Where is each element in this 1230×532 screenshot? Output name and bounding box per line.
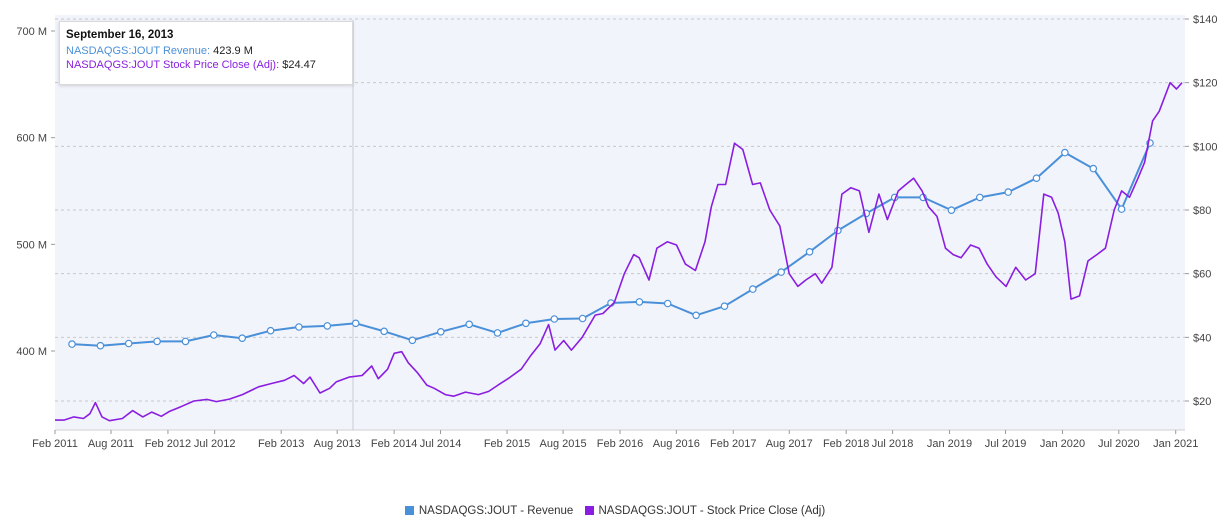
tooltip-revenue-label: NASDAQGS:JOUT Revenue [66,45,208,57]
x-tick-label: Feb 2017 [710,438,756,450]
revenue-point [805,248,814,256]
legend-item-price[interactable]: NASDAQGS:JOUT - Stock Price Close (Adj) [584,505,826,517]
revenue-point [692,311,700,320]
revenue-point [238,334,247,343]
revenue-point [975,193,984,202]
revenue-point [181,337,190,346]
x-tick-label: Aug 2013 [314,438,361,450]
price-line [55,81,1183,422]
axis-labels: $20 $40 $60 $80 $100 $120 $140 400 M 500 M 600 M 7… [16,14,1217,450]
y-left-tick-label: 600 M [16,133,47,145]
revenue-point [1061,148,1069,157]
x-tick-label: Aug 2016 [653,438,700,450]
x-tick-label: Jul 2020 [1098,438,1140,450]
y-right-tick-label: $40 [1193,332,1211,344]
revenue-point [380,327,388,336]
revenue-point [408,336,417,345]
y-left-tick-label: 500 M [16,239,47,251]
tooltip-price-label: NASDAQGS:JOUT Stock Price Close (Adj) [66,59,277,71]
tooltip-revenue-value: 423.9 M [213,45,253,57]
revenue-point [295,323,303,331]
revenue-point [1032,174,1041,183]
legend-label-revenue: NASDAQGS:JOUT - Revenue [418,505,574,517]
legend-item-revenue[interactable]: NASDAQGS:JOUT - Revenue [404,505,574,517]
x-tick-label: Aug 2017 [766,438,813,450]
x-tick-label: Feb 2018 [823,438,869,450]
x-tick-label: Feb 2012 [145,438,191,450]
y-right-tick-label: $140 [1193,14,1217,26]
x-tick-label: Feb 2013 [258,438,304,450]
legend-label-price: NASDAQGS:JOUT - Stock Price Close (Adj) [598,505,826,517]
x-tick-label: Jul 2014 [420,438,462,450]
tooltip-price-row: NASDAQGS:JOUT Stock Price Close (Adj): $… [66,59,316,71]
revenue-point [748,285,757,293]
revenue-point [522,319,530,328]
revenue-point [68,340,76,348]
revenue-point [210,331,218,339]
x-tick-label: Feb 2016 [597,438,643,450]
chart-legend: NASDAQGS:JOUT - Revenue NASDAQGS:JOUT - … [0,505,1230,517]
legend-swatch-price [584,506,594,515]
x-tick-label: Jan 2020 [1040,438,1085,450]
x-tick-label: Feb 2014 [371,438,417,450]
revenue-point [947,206,956,215]
series-layer [55,81,1183,422]
revenue-point [465,320,474,329]
y-right-tick-label: $20 [1193,396,1211,408]
revenue-point [550,315,559,323]
revenue-point [323,322,332,330]
tooltip-price-value: $24.47 [282,59,316,71]
revenue-point [351,319,360,328]
y-left-tick-label: 700 M [16,26,47,38]
x-tick-label: Aug 2011 [88,438,134,450]
legend-swatch-revenue [404,506,414,515]
revenue-point [578,314,587,323]
y-right-tick-label: $120 [1193,78,1217,90]
revenue-point [663,299,672,308]
x-tick-label: Jul 2018 [872,438,914,450]
revenue-point [1004,188,1013,196]
x-tick-label: Aug 2015 [540,438,587,450]
revenue-point [153,337,161,346]
y-right-tick-label: $100 [1193,141,1217,153]
revenue-point [720,302,729,311]
revenue-point [436,327,445,336]
x-tick-label: Jul 2019 [985,438,1027,450]
tooltip-date: September 16, 2013 [66,29,174,41]
tooltip-revenue-row: NASDAQGS:JOUT Revenue: 423.9 M [66,45,253,57]
y-left-tick-label: 400 M [16,346,47,358]
revenue-point [777,268,786,276]
x-tick-label: Feb 2015 [484,438,530,450]
y-right-tick-label: $60 [1193,269,1211,281]
x-tick-label: Jul 2012 [194,438,236,450]
revenue-point [493,329,502,337]
revenue-point [635,298,644,306]
hover-tooltip: September 16, 2013 NASDAQGS:JOUT Revenue… [59,21,353,85]
x-tick-label: Feb 2011 [32,438,78,450]
revenue-point [96,341,105,350]
y-right-tick-label: $80 [1193,205,1211,217]
revenue-point [1117,205,1126,213]
revenue-point [124,339,133,348]
revenue-point [266,326,275,335]
x-tick-label: Jan 2021 [1153,438,1198,450]
x-tick-label: Jan 2019 [927,438,972,450]
revenue-point [1089,164,1098,173]
